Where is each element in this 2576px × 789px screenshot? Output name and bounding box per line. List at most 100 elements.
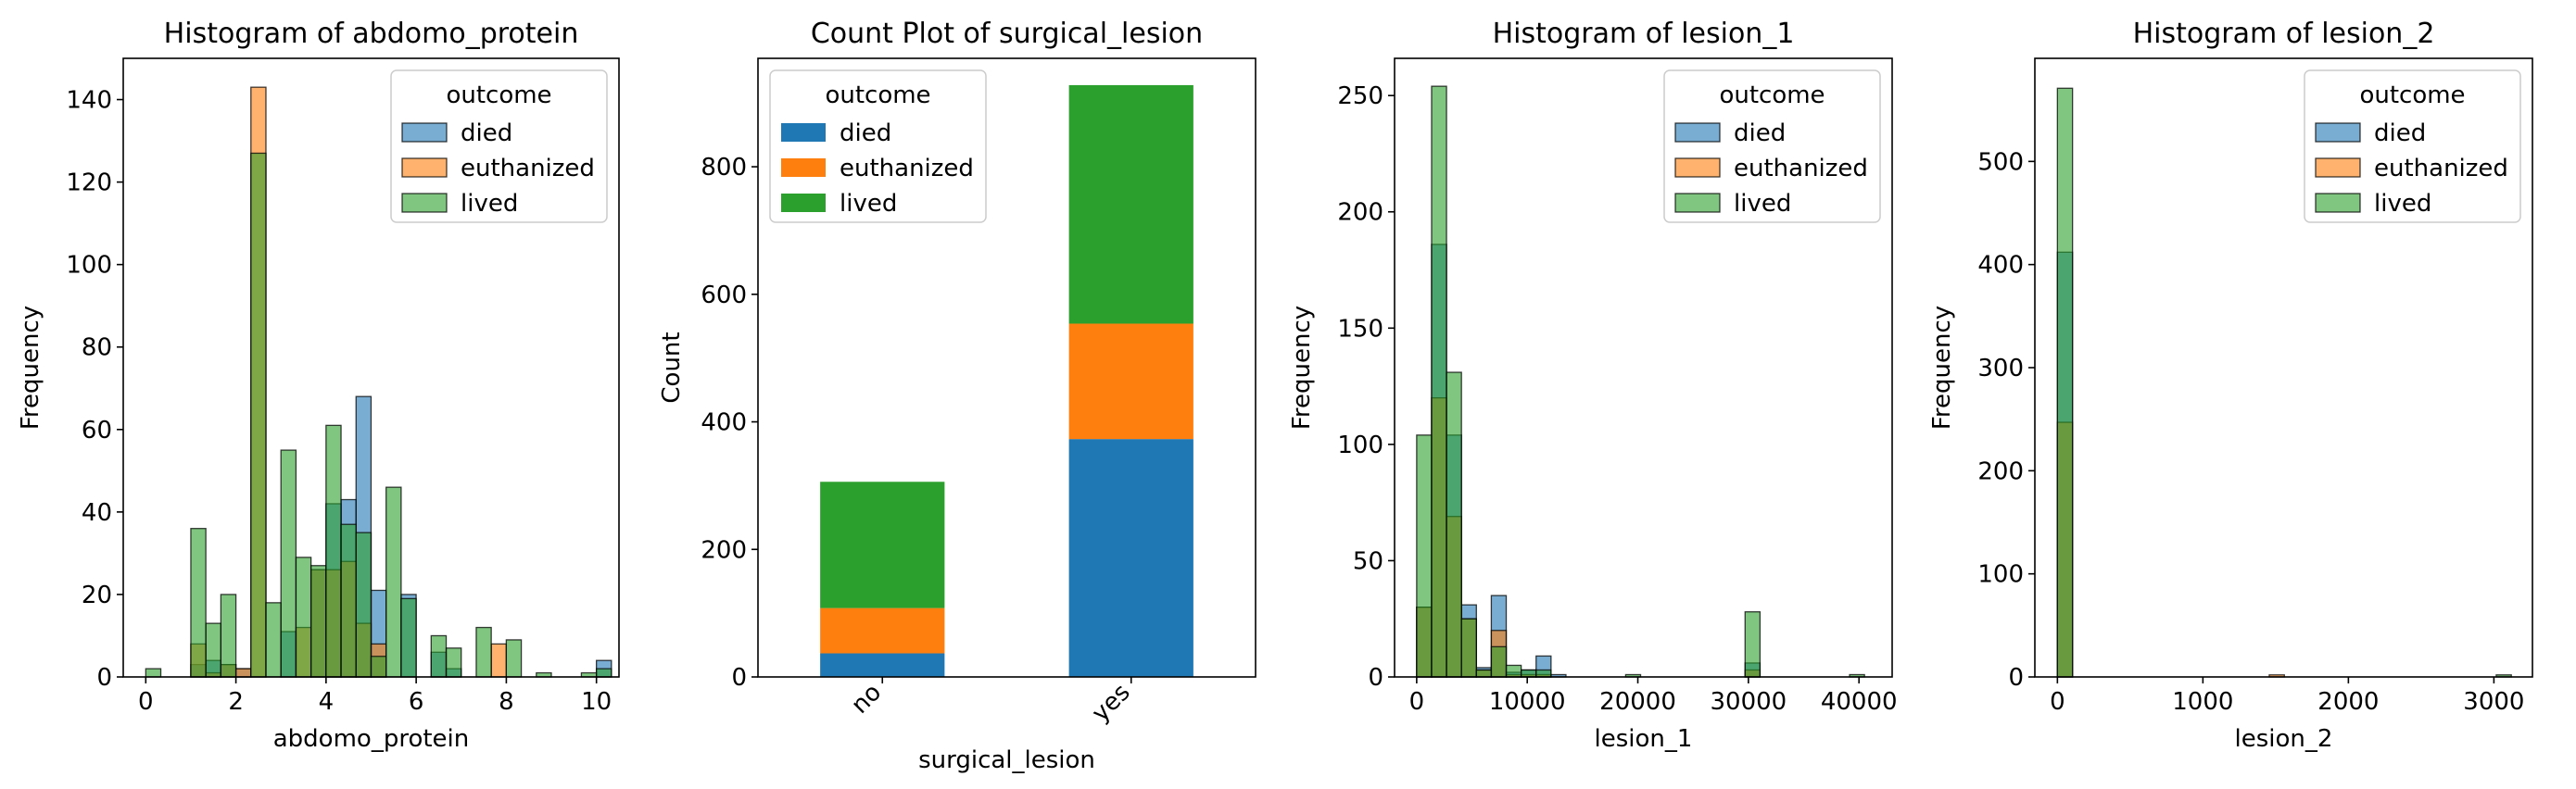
data-marks [820,84,1193,677]
histogram-bar [1431,85,1447,678]
x-tick-label: 10 [581,688,612,716]
y-tick-label: 100 [1977,561,2024,589]
x-axis: 0 10000 20000 30000 40000 [1409,677,1898,716]
histogram-bar [430,634,448,678]
legend-box [2304,69,2521,223]
histogram-bar [1460,618,1477,678]
y-axis-label: Frequency [1928,306,1956,430]
histogram-bar [475,626,492,678]
y-tick-label: 600 [701,282,747,309]
legend-swatch-died [401,122,448,143]
y-tick-label: 300 [1977,355,2024,382]
bar-no-euthanized [820,607,945,654]
legend-label-lived: lived [1734,190,1791,218]
axes-frame [122,57,620,678]
y-tick-label: 0 [96,664,112,692]
legend-label-lived: lived [2374,190,2431,218]
y-tick-label: 200 [1337,199,1383,227]
histogram-bar [220,594,237,678]
y-tick-label: 100 [66,252,112,280]
histogram-bar [309,565,327,678]
panel-lesion-2-histogram: Histogram of lesion_2 lesion_2 Frequency… [1928,18,2533,753]
legend-box [1663,69,1881,223]
legend-swatch-died [1674,122,1721,143]
x-tick-label: 3000 [2463,688,2524,716]
y-tick-label: 250 [1337,82,1383,110]
histogram-bar [145,668,162,678]
y-tick-label: 400 [701,409,747,437]
x-tick-label: 30000 [1711,688,1787,716]
legend-title: outcome [1719,81,1825,109]
x-tick-label: 0 [2050,688,2065,716]
legend-swatch-died [2315,122,2361,143]
y-tick-label: 40 [82,499,112,527]
legend-label-lived: lived [840,190,897,218]
histogram-bar [340,523,357,678]
y-tick-label: 200 [1977,457,2024,485]
legend-label-died: died [840,119,891,147]
x-tick-label: 0 [1409,688,1425,716]
histogram-bar [295,557,312,678]
x-axis-label: abdomo_protein [273,725,470,753]
chart-title: Histogram of lesion_1 [1493,18,1795,50]
histogram-bar [205,622,222,678]
histogram-bar [400,597,417,678]
x-axis: 0 2 4 6 8 10 [138,677,612,716]
bar-no-died [820,653,945,677]
histogram-bar [1535,669,1552,678]
data-marks [145,86,612,678]
histogram-bar [265,602,282,678]
legend-title: outcome [2359,81,2465,109]
chart-title: Count Plot of surgical_lesion [811,18,1203,50]
histogram-bar [490,643,508,678]
series-died [1416,244,1762,678]
x-axis-label: lesion_2 [2235,725,2333,753]
legend-box [769,69,987,223]
legend-label-died: died [1734,119,1786,147]
histogram-bar [190,528,207,678]
legend-label-euthanized: euthanized [1734,155,1868,182]
y-tick-label: 500 [1977,148,2024,176]
histogram-bar [385,486,402,678]
legend-swatch-euthanized [401,157,448,178]
y-tick-label: 0 [731,664,747,692]
histogram-bar [234,668,252,678]
bar-yes-lived [1068,84,1193,324]
series-euthanized [2056,421,2285,678]
x-tick-label: 0 [138,688,154,716]
legend-label-died: died [2374,119,2426,147]
legend-swatch-lived [2315,193,2361,213]
legend-title: outcome [825,81,930,109]
y-tick-label: 140 [66,87,112,115]
y-tick-label: 80 [82,334,112,362]
legend-label-died: died [461,119,512,147]
y-axis-label: Frequency [1288,306,1316,430]
panel-abdomo-protein-histogram: Histogram of abdomo_protein abdomo_prote… [17,18,620,753]
histogram-bar [1416,434,1433,678]
x-tick-label: 8 [499,688,514,716]
histogram-bar [1446,371,1462,678]
panel-lesion-1-histogram: Histogram of lesion_1 lesion_1 Frequency… [1288,18,1898,753]
histogram-bar [445,647,462,678]
x-tick-label: 2 [228,688,244,716]
y-tick-label: 0 [1368,664,1383,692]
y-axis: 0 200 400 600 800 [701,154,758,692]
histogram-bar [505,639,523,678]
x-tick-label: 40000 [1821,688,1898,716]
x-axis-label: surgical_lesion [918,746,1095,774]
histogram-bar [595,668,612,678]
x-tick-label: no [846,679,887,720]
legend-swatch-lived [1674,193,1721,213]
chart-title: Histogram of abdomo_protein [164,18,579,50]
y-tick-label: 200 [701,536,747,564]
bar-no-lived [820,482,945,608]
y-tick-label: 800 [701,154,747,182]
x-tick-label: 6 [409,688,424,716]
y-tick-label: 0 [2008,664,2024,692]
histogram-bar [1744,611,1762,678]
histogram-bar [325,424,342,678]
histogram-bar [280,449,297,678]
bar-yes-euthanized [1068,323,1193,440]
legend-swatch-lived [781,194,826,212]
